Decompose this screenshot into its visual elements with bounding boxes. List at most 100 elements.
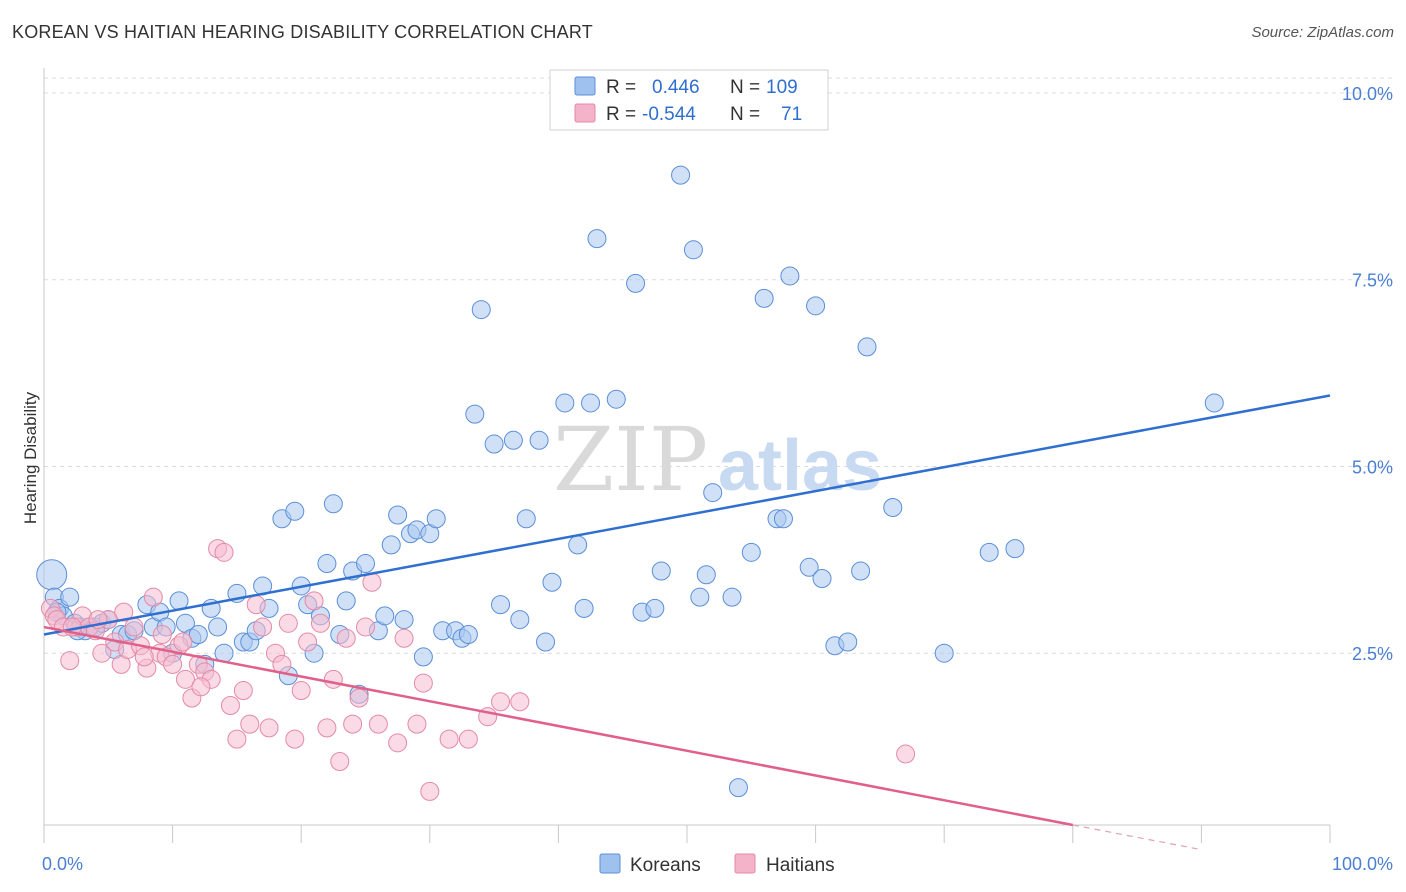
koreans-point-67 [503, 430, 523, 450]
legend-r-value-haitians: -0.544 [642, 104, 696, 125]
koreans-point-106 [1204, 393, 1224, 413]
bottom-legend-label-koreans: Koreans [630, 855, 701, 876]
koreans-point-96 [806, 296, 826, 316]
watermark: ZIP atlas [553, 408, 882, 511]
koreans-point-48 [356, 554, 375, 574]
legend-box [549, 69, 829, 131]
bottom-legend-swatch-koreans [599, 853, 621, 874]
koreans-point-62 [458, 625, 478, 645]
y-tick-label-3: 10.0% [1342, 84, 1393, 104]
koreans-trend-line [43, 394, 1331, 636]
legend-swatch-koreans [574, 76, 596, 96]
haitians-point-54 [394, 628, 414, 648]
legend-r-value-koreans: 0.446 [652, 77, 700, 98]
y-axis-label: Hearing Disability [21, 391, 40, 524]
koreans-point-0 [36, 559, 68, 591]
koreans-point-56 [413, 647, 433, 667]
bottom-legend-label-haitians: Haitians [766, 855, 835, 876]
haitians-point-29 [220, 695, 240, 715]
haitians-point-69 [173, 632, 193, 652]
koreans-point-94 [780, 266, 800, 286]
haitians-point-48 [343, 714, 363, 734]
haitians-point-67 [134, 647, 154, 667]
koreans-point-89 [728, 778, 748, 798]
koreans-point-37 [285, 501, 305, 521]
haitians-point-33 [246, 595, 266, 615]
koreans-point-99 [838, 632, 858, 652]
series-haitians [40, 539, 916, 801]
haitians-point-49 [349, 688, 369, 708]
haitians-point-65 [191, 677, 211, 697]
koreans-point-93 [773, 509, 793, 529]
y-tick-label-2: 7.5% [1352, 271, 1393, 291]
koreans-point-102 [883, 498, 903, 518]
haitians-point-32 [240, 714, 260, 734]
koreans-point-45 [336, 591, 356, 611]
koreans-point-50 [375, 606, 395, 626]
koreans-point-70 [529, 430, 549, 450]
koreans-point-78 [606, 389, 626, 409]
koreans-point-84 [683, 240, 703, 260]
koreans-point-68 [510, 610, 530, 630]
haitians-point-50 [356, 617, 375, 637]
koreans-point-95 [799, 557, 819, 577]
koreans-point-105 [1005, 539, 1025, 559]
haitians-point-59 [458, 729, 478, 749]
koreans-point-76 [581, 393, 601, 413]
koreans-point-85 [690, 587, 710, 607]
koreans-point-58 [426, 509, 446, 529]
koreans-point-73 [555, 393, 575, 413]
haitians-point-64 [152, 625, 172, 645]
haitians-point-44 [317, 718, 337, 738]
haitians-point-55 [407, 714, 427, 734]
koreans-point-103 [934, 643, 954, 663]
koreans-point-65 [484, 434, 504, 454]
koreans-point-63 [465, 404, 485, 424]
koreans-point-24 [188, 625, 208, 645]
haitians-point-58 [439, 729, 459, 749]
koreans-point-74 [568, 535, 588, 555]
haitians-point-40 [291, 681, 311, 701]
koreans-point-66 [491, 595, 511, 615]
haitians-point-62 [510, 692, 530, 712]
correlation-legend: R = 0.446 N = 109 R = -0.544 N = 71 [549, 69, 829, 131]
x-tick-label-1: 100.0% [1332, 854, 1393, 874]
haitians-point-9 [92, 643, 112, 663]
koreans-point-104 [979, 542, 999, 562]
koreans-point-101 [857, 337, 877, 357]
haitians-point-70 [896, 744, 916, 764]
koreans-point-77 [587, 229, 607, 249]
koreans-point-51 [381, 535, 401, 555]
koreans-point-86 [696, 565, 716, 585]
koreans-point-27 [208, 617, 228, 637]
koreans-point-87 [703, 483, 723, 503]
bottom-legend-swatch-haitians [734, 853, 756, 874]
haitians-point-39 [285, 729, 305, 749]
legend-r-label-koreans: R = [606, 77, 636, 98]
trend-lines [43, 394, 1331, 851]
haitians-point-63 [114, 602, 134, 622]
koreans-point-75 [574, 598, 594, 618]
legend-n-value-koreans: 109 [766, 77, 798, 98]
koreans-point-79 [626, 273, 646, 293]
x-tick-label-0: 0.0% [42, 854, 83, 874]
haitians-trend-line [43, 625, 1074, 827]
haitians-point-31 [233, 681, 253, 701]
haitians-point-61 [491, 692, 511, 712]
haitians-point-47 [336, 628, 356, 648]
haitians-point-53 [388, 733, 408, 753]
koreans-point-64 [471, 300, 491, 320]
y-tick-label-0: 2.5% [1352, 644, 1393, 664]
tick-labels: 2.5% 5.0% 7.5% 10.0% 0.0% 100.0% [42, 84, 1393, 874]
haitians-point-14 [124, 617, 144, 637]
haitians-point-30 [227, 729, 247, 749]
koreans-point-83 [671, 165, 691, 185]
haitians-point-56 [413, 673, 433, 693]
haitians-point-42 [304, 591, 324, 611]
koreans-point-100 [851, 561, 871, 581]
legend-n-label-haitians: N = [730, 104, 760, 125]
haitians-point-35 [259, 718, 279, 738]
haitians-point-34 [253, 617, 273, 637]
legend-n-label-koreans: N = [730, 77, 760, 98]
